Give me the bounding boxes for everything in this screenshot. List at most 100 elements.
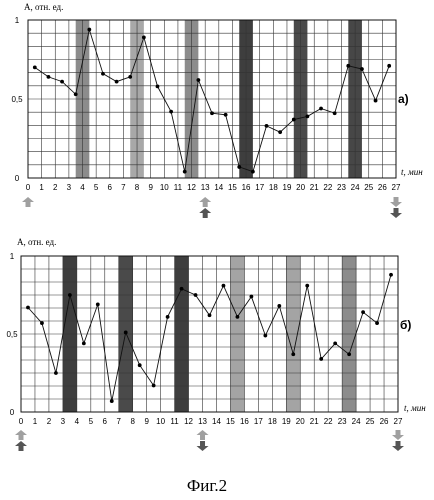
x-tick-label: 13	[198, 417, 207, 426]
x-tick-label: 2	[53, 183, 58, 192]
x-tick-label: 2	[47, 417, 52, 426]
x-tick-label: 24	[352, 417, 361, 426]
data-point	[101, 72, 105, 76]
dark-up-arrow-icon	[199, 208, 211, 218]
x-tick-label: 13	[201, 183, 210, 192]
x-tick-label: 25	[364, 183, 373, 192]
data-point	[278, 130, 282, 134]
data-point	[375, 321, 379, 325]
x-tick-label: 3	[61, 417, 66, 426]
x-tick-label: 8	[130, 417, 135, 426]
x-tick-label: 4	[80, 183, 85, 192]
data-point	[389, 273, 393, 277]
panel-label: а)	[398, 92, 409, 106]
data-point	[180, 287, 184, 291]
data-point	[347, 352, 351, 356]
x-tick-label: 6	[108, 183, 113, 192]
data-point	[237, 165, 241, 169]
data-point	[222, 284, 226, 288]
data-point	[152, 384, 156, 388]
data-point	[265, 124, 269, 128]
x-tick-label: 26	[380, 417, 389, 426]
x-tick-label: 21	[310, 183, 319, 192]
x-tick-label: 6	[103, 417, 108, 426]
x-tick-label: 17	[254, 417, 263, 426]
x-axis-label: t, мин	[401, 167, 423, 177]
data-point	[361, 310, 365, 314]
light-up-arrow-icon	[199, 197, 211, 207]
x-tick-label: 16	[242, 183, 251, 192]
x-tick-label: 15	[228, 183, 237, 192]
y-tick-label: 0	[10, 408, 15, 417]
data-point	[194, 293, 198, 297]
data-point	[60, 80, 64, 84]
x-tick-label: 11	[170, 417, 179, 426]
y-tick-label: 0,5	[11, 95, 23, 104]
y-tick-label: 0	[15, 174, 20, 183]
x-tick-label: 11	[174, 183, 183, 192]
x-tick-label: 10	[160, 183, 169, 192]
data-point	[210, 111, 214, 115]
light-down-arrow-icon	[390, 197, 402, 207]
dark-down-arrow-icon	[392, 441, 404, 451]
x-axis-label: t, мин	[404, 403, 426, 413]
x-tick-label: 9	[144, 417, 149, 426]
x-tick-label: 0	[19, 417, 24, 426]
data-point	[96, 302, 100, 306]
data-point	[319, 107, 323, 111]
x-tick-label: 3	[67, 183, 72, 192]
y-tick-label: 1	[15, 16, 20, 25]
dark-up-arrow-icon	[15, 441, 27, 451]
data-point	[374, 99, 378, 103]
x-tick-label: 19	[283, 183, 292, 192]
data-point	[54, 371, 58, 375]
data-point	[208, 313, 212, 317]
data-point	[47, 75, 51, 79]
y-tick-label: 0,5	[6, 330, 18, 339]
x-tick-label: 7	[121, 183, 126, 192]
x-tick-label: 22	[324, 417, 333, 426]
data-point	[305, 284, 309, 288]
x-tick-label: 9	[148, 183, 153, 192]
x-tick-label: 10	[156, 417, 165, 426]
x-tick-label: 27	[392, 183, 401, 192]
dark-down-arrow-icon	[197, 441, 209, 451]
y-axis-label: А, отн. ед.	[17, 237, 56, 247]
light-up-arrow-icon	[197, 430, 209, 440]
figure-caption: Фиг.2	[187, 476, 227, 495]
data-point	[346, 64, 350, 68]
data-point	[142, 35, 146, 39]
light-up-arrow-icon	[15, 430, 27, 440]
data-point	[115, 80, 119, 84]
data-point	[124, 331, 128, 335]
data-point	[26, 306, 30, 310]
x-tick-label: 16	[240, 417, 249, 426]
data-point	[277, 304, 281, 308]
data-point	[68, 293, 72, 297]
data-point	[166, 315, 170, 319]
x-tick-label: 20	[296, 183, 305, 192]
data-point	[251, 170, 255, 174]
dark-down-arrow-icon	[390, 208, 402, 218]
data-point	[138, 363, 142, 367]
x-tick-label: 25	[366, 417, 375, 426]
data-point	[169, 110, 173, 114]
x-tick-label: 1	[33, 417, 38, 426]
x-tick-label: 1	[39, 183, 44, 192]
data-point	[249, 295, 253, 299]
x-tick-label: 5	[89, 417, 94, 426]
data-point	[156, 84, 160, 88]
x-tick-label: 20	[296, 417, 305, 426]
x-tick-label: 22	[323, 183, 332, 192]
light-up-arrow-icon	[22, 197, 34, 207]
data-point	[128, 75, 132, 79]
data-point	[74, 92, 78, 96]
data-point	[183, 170, 187, 174]
x-tick-label: 18	[269, 183, 278, 192]
x-tick-label: 23	[338, 417, 347, 426]
x-tick-label: 14	[212, 417, 221, 426]
data-point	[360, 67, 364, 71]
data-point	[333, 111, 337, 115]
x-tick-label: 15	[226, 417, 235, 426]
